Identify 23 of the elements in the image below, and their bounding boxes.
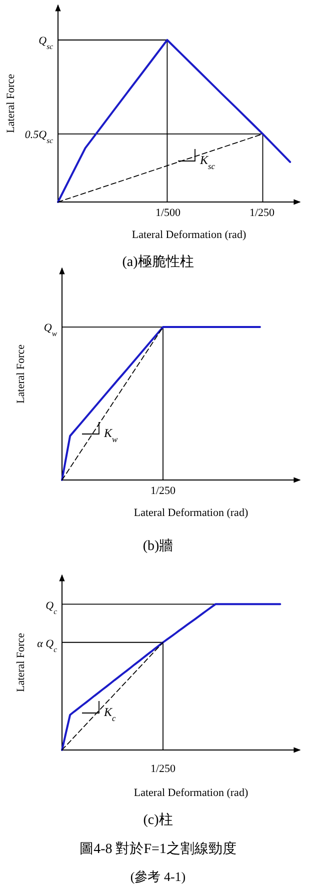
text: 0.5Q$_{sc}$: [24, 129, 54, 144]
text: Q$_{c}$: [46, 600, 58, 616]
y-axis-title: Lateral Force: [15, 632, 27, 692]
text: 1/250: [249, 207, 276, 219]
text: (c)柱: [143, 812, 173, 828]
annotation: K$_{sc}$: [199, 153, 216, 170]
y-axis-title: Lateral Force: [5, 74, 17, 133]
y-axis-title: Lateral Force: [15, 344, 27, 404]
text: 1/500: [155, 207, 182, 219]
text: α Q$_{c}$: [37, 638, 58, 654]
x-axis-title: Lateral Deformation (rad): [134, 507, 248, 519]
text: (b)牆: [142, 538, 174, 554]
x-axis-title: Lateral Deformation (rad): [132, 229, 246, 241]
text: (參考 4-1): [130, 869, 186, 884]
text: Q$_{sc}$: [38, 35, 54, 50]
caption: 圖4-8 對於F=1之割線勁度: [80, 841, 236, 857]
x-axis-title: Lateral Deformation (rad): [134, 787, 248, 799]
annotation: K$_{w}$: [103, 426, 118, 444]
text: 1/250: [150, 763, 176, 775]
annotation: K$_{c}$: [103, 705, 116, 722]
text: Q$_{w}$: [44, 322, 58, 338]
text: 1/250: [150, 485, 176, 497]
text: (a)極脆性柱: [122, 254, 194, 270]
